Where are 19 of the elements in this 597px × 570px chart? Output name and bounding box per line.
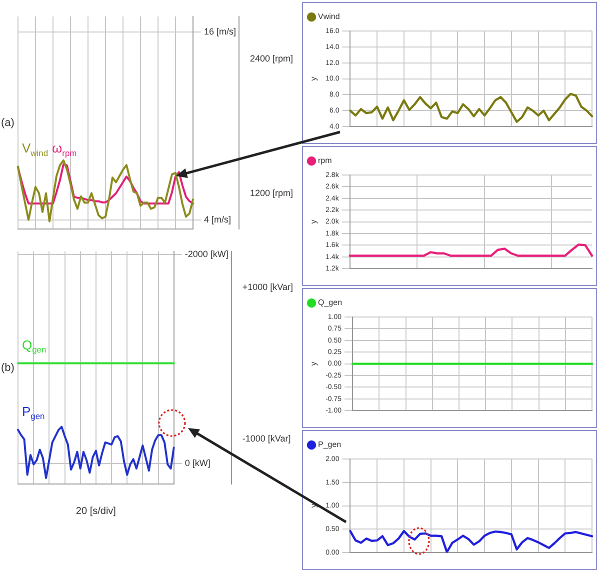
y-tick-label: 0 [kW]: [184, 458, 210, 468]
y-axis-title: y: [309, 362, 318, 366]
y-axis-title: y: [309, 220, 318, 224]
legend-label: rpm: [318, 156, 332, 166]
y2-tick-label: -1000 [kVar]: [242, 433, 291, 444]
y2-tick-label: +1000 [kVar]: [242, 282, 294, 292]
y-axis-title: y: [309, 504, 318, 508]
y-axis-title: y: [309, 76, 318, 81]
y-tick-label: -2000 [kW]: [184, 249, 228, 260]
y-tick-label: 4 [m/s]: [204, 214, 231, 224]
legend-label: Q_gen: [318, 298, 342, 308]
x-axis-title: 20 [s/div]: [76, 506, 116, 517]
y2-tick-label: 1200 [rpm]: [250, 188, 294, 198]
text: (a): [1, 116, 14, 129]
legend-label: Vwind: [318, 12, 340, 22]
legend-label: P_gen: [318, 440, 342, 450]
y2-tick-label: 2400 [rpm]: [250, 53, 294, 64]
y-tick-label: 16 [m/s]: [204, 26, 236, 37]
text: (b): [1, 362, 14, 374]
